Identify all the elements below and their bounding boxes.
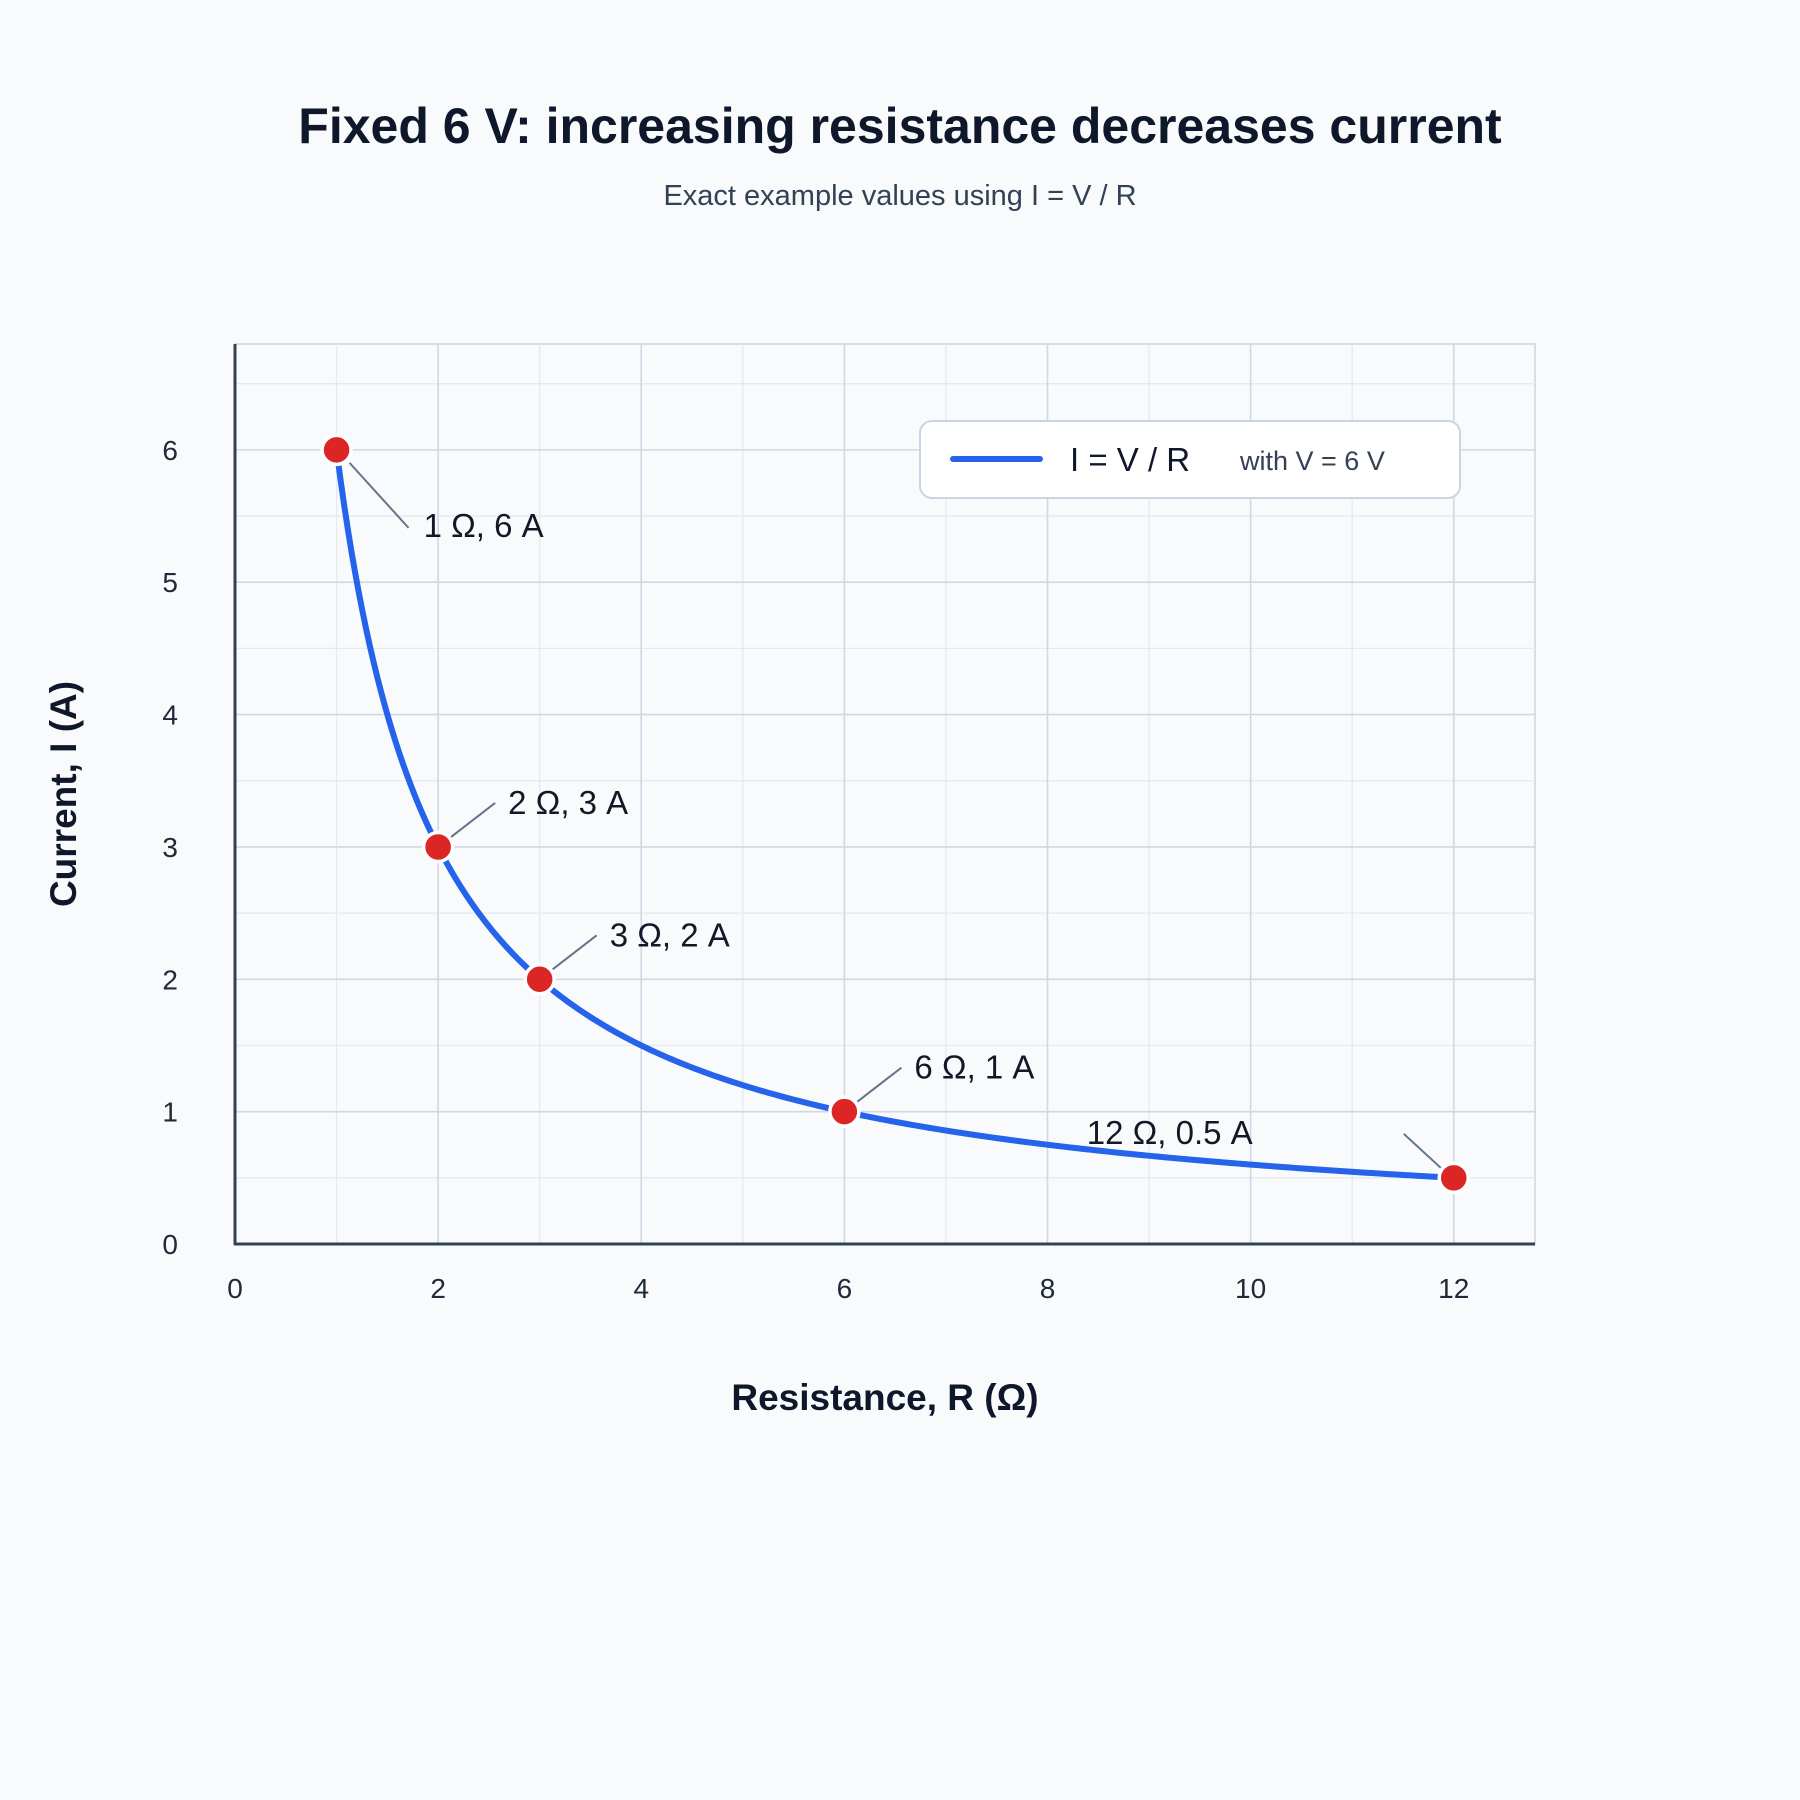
- y-tick-label: 3: [162, 832, 178, 863]
- annotation-leader-line: [1403, 1133, 1442, 1169]
- y-tick-label: 5: [162, 567, 178, 598]
- y-tick-label: 2: [162, 964, 178, 995]
- x-tick-label: 12: [1438, 1273, 1469, 1304]
- data-point: [320, 433, 353, 467]
- point-annotation-label: 6 Ω, 1 A: [914, 1049, 1034, 1086]
- x-tick-label: 4: [633, 1273, 649, 1304]
- point-annotation-label: 12 Ω, 0.5 A: [1087, 1114, 1253, 1151]
- data-point: [828, 1095, 861, 1128]
- x-tick-label: 6: [837, 1273, 853, 1304]
- legend-series-note: with V = 6 V: [1239, 446, 1385, 476]
- y-tick-label: 6: [162, 435, 178, 466]
- x-tick-label: 10: [1235, 1273, 1266, 1304]
- series-line-i-equals-v-over-r: [333, 446, 1457, 1181]
- x-tick-labels: 0 2 4 6 8 10 12: [227, 1273, 1469, 1304]
- annotation-leader-line: [856, 1066, 902, 1103]
- legend-box: [919, 420, 1461, 499]
- point-annotation-label: 3 Ω, 2 A: [610, 916, 730, 953]
- data-points: [320, 433, 1470, 1195]
- data-point: [523, 963, 556, 996]
- x-tick-label: 0: [227, 1273, 243, 1304]
- legend: I = V / R with V = 6 V: [919, 420, 1461, 499]
- y-axis-label: Current, I (A): [43, 681, 84, 907]
- x-axis-label: Resistance, R (Ω): [731, 1377, 1038, 1418]
- annotation-leader-line: [348, 462, 410, 529]
- data-point: [1437, 1161, 1470, 1195]
- annotation-leader-line: [552, 934, 598, 971]
- y-tick-label: 4: [162, 700, 178, 731]
- y-tick-label: 1: [162, 1097, 178, 1128]
- legend-series-name: I = V / R: [1070, 441, 1190, 478]
- y-tick-labels: 0 1 2 3 4 5 6: [162, 435, 178, 1260]
- y-tick-label: 0: [162, 1229, 178, 1260]
- point-annotations: 1 Ω, 6 A 2 Ω, 3 A 3 Ω, 2 A 6 Ω, 1 A 12 Ω, 0.…: [348, 462, 1442, 1169]
- point-annotation-label: 1 Ω, 6 A: [424, 507, 544, 544]
- chart-subtitle: Exact example values using I = V / R: [663, 180, 1136, 212]
- chart-title: Fixed 6 V: increasing resistance decreas…: [298, 98, 1502, 154]
- x-tick-label: 8: [1040, 1273, 1056, 1304]
- annotation-leader-line: [450, 802, 496, 838]
- data-point: [421, 830, 455, 864]
- x-tick-label: 2: [430, 1273, 446, 1304]
- point-annotation-label: 2 Ω, 3 A: [508, 784, 628, 821]
